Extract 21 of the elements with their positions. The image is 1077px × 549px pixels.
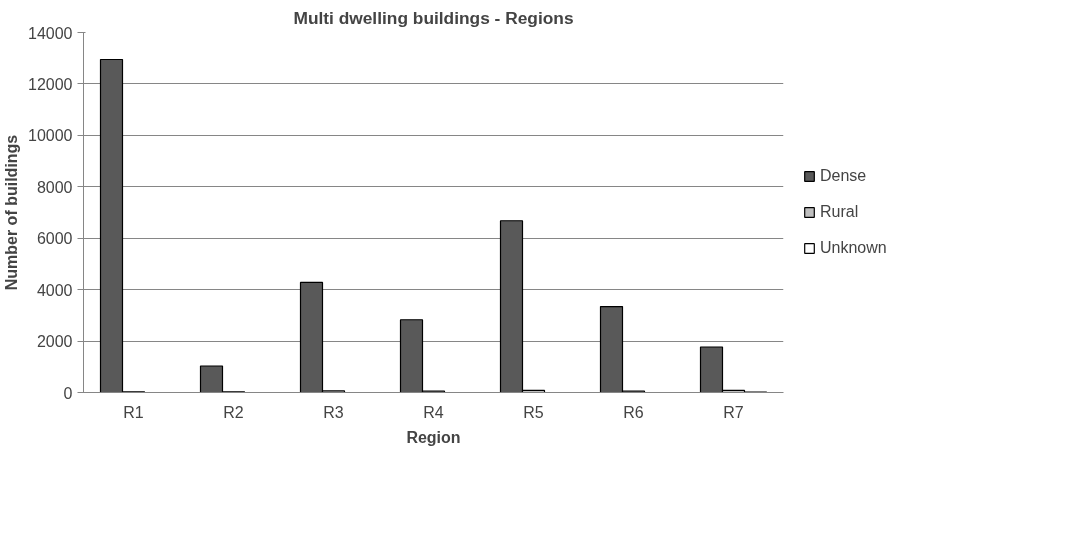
- y-tick-label: 0: [63, 384, 73, 402]
- legend-label: Dense: [820, 167, 867, 185]
- y-tick-label: 14000: [28, 24, 73, 42]
- x-tick-label: R5: [523, 403, 544, 421]
- x-tick-label: R3: [323, 403, 344, 421]
- legend-label: Rural: [820, 203, 859, 221]
- y-tick-label: 2000: [36, 333, 73, 351]
- legend-label: Unknown: [820, 239, 887, 257]
- x-axis-title: Region: [406, 428, 461, 446]
- y-tick-label: 12000: [28, 75, 73, 93]
- chart-title: Multi dwelling buildings - Regions: [293, 7, 574, 28]
- y-axis-title: Number of buildings: [3, 134, 21, 291]
- y-tick-label: 4000: [36, 281, 73, 299]
- x-tick-label: R6: [623, 403, 644, 421]
- x-tick-label: R2: [223, 403, 244, 421]
- x-tick-label: R7: [723, 403, 744, 421]
- y-tick-label: 8000: [36, 178, 73, 196]
- x-tick-label: R1: [123, 403, 144, 421]
- y-tick-label: 10000: [28, 127, 73, 145]
- y-tick-label: 6000: [36, 230, 73, 248]
- x-tick-label: R4: [423, 403, 444, 421]
